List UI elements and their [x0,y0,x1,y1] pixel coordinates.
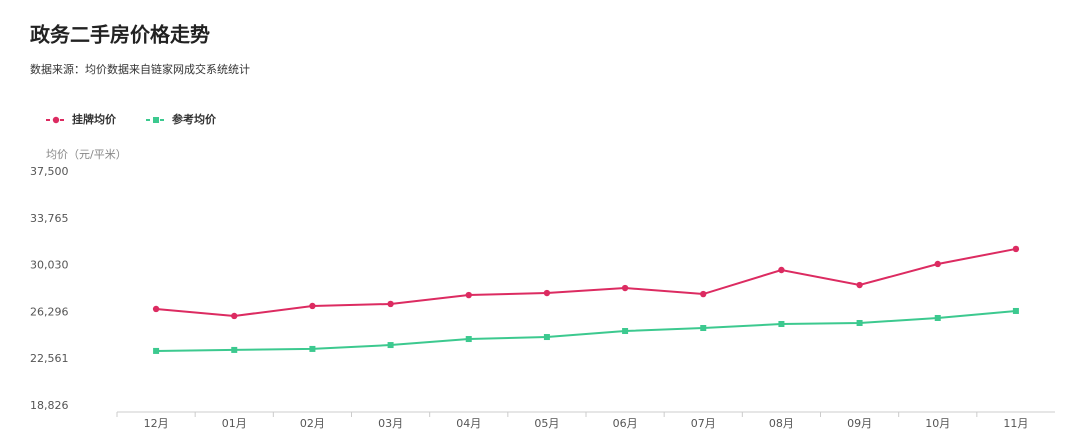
x-tick-label: 05月 [534,417,559,430]
y-tick-label: 26,296 [30,305,69,318]
x-tick-label: 03月 [378,417,403,430]
point [856,319,863,326]
point [1012,245,1020,253]
line [156,309,1017,352]
point [856,281,863,289]
chart-subtitle: 数据来源：均价数据来自链家网成交系统统计 [30,62,250,76]
y-tick-label: 22,561 [30,352,69,365]
x-tick-label: 04月 [456,417,481,430]
point [153,347,160,354]
point [231,346,238,353]
point [622,328,629,335]
point [934,314,941,321]
legend-marker [52,116,60,124]
point [387,300,394,308]
x-tick-label: 10月 [925,417,950,430]
x-tick-label: 01月 [222,417,247,430]
legend-marker [153,117,159,123]
x-tick-label: 02月 [300,417,325,430]
point [465,336,472,343]
legend-label: 挂牌均价 [72,112,117,126]
x-tick-label: 12月 [144,417,169,430]
point [621,284,629,292]
point [1012,307,1019,314]
x-tick-label: 08月 [769,417,794,430]
y-tick-label: 18,826 [30,399,69,412]
y-tick-label: 37,500 [30,165,69,178]
point [543,334,550,341]
line [155,247,1017,317]
x-tick-label: 07月 [691,417,716,430]
y-axis-title: 均价（元/平米） [46,148,127,161]
point [309,345,316,352]
y-tick-label: 33,765 [30,212,69,225]
point [934,260,941,268]
point [700,290,707,298]
point [387,342,394,349]
point [778,320,785,327]
point [778,266,785,274]
y-tick-label: 30,030 [30,259,69,272]
chart-title: 政务二手房价格走势 [30,23,210,47]
point [543,289,551,297]
x-tick-label: 06月 [613,417,638,430]
point [152,305,160,313]
point [231,312,238,320]
x-tick-label: 09月 [847,417,872,430]
point [309,302,316,310]
point [465,291,472,299]
x-tick-label: 11月 [1003,417,1028,430]
legend-label: 参考均价 [172,112,217,126]
point [700,325,707,332]
